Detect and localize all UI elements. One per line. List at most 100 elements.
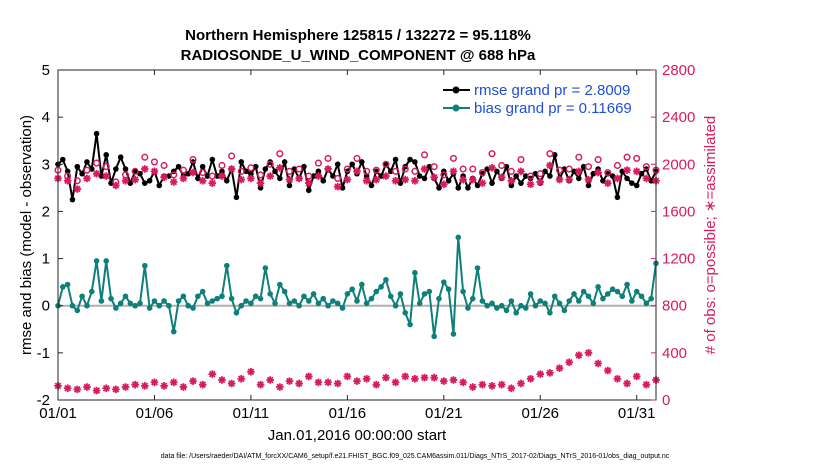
assimilated-obs-point-stroke (479, 179, 486, 187)
assimilated-obs-point (256, 380, 265, 389)
bias-point (301, 293, 307, 300)
assimilated-obs-point-stroke (565, 176, 573, 183)
assimilated-obs-point-stroke (266, 172, 274, 180)
assimilated-obs-point (247, 174, 255, 183)
possible-obs-point (527, 172, 535, 180)
assimilated-obs-point (63, 176, 72, 185)
assimilated-obs-point (112, 385, 120, 394)
assimilated-obs-point (642, 380, 651, 389)
bias-point (325, 302, 331, 309)
assimilated-obs-point-stroke (131, 381, 139, 389)
assimilated-obs-point (237, 175, 246, 184)
assimilated-obs-point-stroke (440, 377, 448, 385)
assimilated-obs-point (575, 167, 583, 176)
rmse-point (455, 185, 462, 191)
rmse-point (320, 177, 327, 184)
bias-point (233, 309, 240, 316)
bias-point (291, 298, 298, 304)
possible-obs-point (623, 153, 631, 161)
assimilated-obs-point-stroke (305, 373, 313, 380)
bias-point (479, 298, 486, 304)
rmse-point (137, 170, 143, 177)
assimilated-obs-point (468, 383, 477, 391)
possible-obs-point (141, 153, 149, 161)
rmse-point (122, 166, 129, 172)
bias-point (619, 293, 626, 300)
bias-point (484, 302, 491, 309)
y-right-tick-label: 2400 (662, 109, 695, 126)
assimilated-obs-point-stroke (469, 383, 477, 391)
assimilated-obs-point-stroke (517, 380, 525, 387)
assimilated-obs-point-stroke (237, 375, 245, 383)
assimilated-obs-point (391, 176, 400, 185)
assimilated-obs-point (449, 167, 458, 176)
bias-point (315, 300, 322, 307)
assimilated-obs-point (121, 176, 130, 185)
bias-point (412, 269, 418, 276)
possible-obs-point (604, 168, 612, 177)
rmse-point (127, 180, 134, 186)
assimilated-obs-point-stroke (353, 377, 361, 385)
assimilated-obs-point-stroke (276, 383, 284, 391)
assimilated-obs-point-stroke (237, 176, 245, 183)
possible-obs-point (237, 167, 245, 175)
assimilated-obs-point-stroke (517, 167, 525, 175)
chart-title: Northern Hemisphere 125815 / 132272 = 95… (185, 27, 531, 44)
assimilated-obs-point-stroke (363, 375, 371, 383)
assimilated-obs-point (92, 386, 101, 395)
possible-obs-point (102, 163, 110, 171)
rmse-point (532, 170, 539, 177)
y-right-tick-label: 1200 (662, 251, 695, 268)
possible-obs-point (459, 165, 467, 173)
rmse-point (113, 166, 119, 172)
assimilated-obs-point (314, 172, 323, 180)
assimilated-obs-point (218, 172, 226, 180)
assimilated-obs-point-stroke (411, 177, 419, 185)
rmse-point (580, 163, 587, 170)
assimilated-obs-point (333, 182, 342, 191)
assimilated-obs-point-stroke (401, 373, 409, 380)
bias-point (93, 258, 100, 264)
possible-obs-point (228, 152, 236, 160)
bias-point (445, 286, 452, 293)
assimilated-obs-point-stroke (295, 175, 303, 182)
bias-point (441, 279, 447, 285)
possible-obs-point (430, 163, 438, 171)
assimilated-obs-point-stroke (218, 172, 226, 180)
bias-point (175, 298, 182, 304)
bias-point (416, 300, 423, 307)
assimilated-obs-point (555, 175, 564, 184)
rmse-point (392, 156, 399, 163)
rmse-point (305, 187, 312, 194)
possible-obs-point (613, 161, 621, 170)
assimilated-obs-point (237, 374, 246, 383)
rmse-point (349, 161, 355, 168)
rmse-point (436, 185, 442, 191)
assimilated-obs-point-stroke (594, 169, 602, 176)
possible-obs-point (199, 168, 207, 177)
rmse-point (69, 196, 76, 203)
bias-point (170, 328, 177, 335)
bias-point (614, 288, 621, 295)
assimilated-obs-point (73, 185, 82, 193)
bias-point (474, 265, 481, 271)
assimilated-obs-point (131, 380, 139, 389)
assimilated-obs-point (285, 175, 294, 184)
bias-point (349, 286, 355, 293)
bias-point (397, 291, 404, 297)
assimilated-obs-point-stroke (64, 384, 72, 392)
possible-obs-point (208, 172, 216, 180)
assimilated-obs-point-stroke (411, 375, 419, 383)
assimilated-obs-point-stroke (324, 165, 332, 173)
bias-point (180, 293, 187, 300)
bias-point (469, 295, 476, 302)
rmse-point (363, 173, 370, 179)
assimilated-obs-point-stroke (430, 374, 438, 381)
bias-point (595, 284, 601, 290)
rmse-point (248, 170, 254, 177)
assimilated-obs-point (507, 176, 516, 185)
bias-point (156, 302, 163, 309)
assimilated-obs-point-stroke (642, 381, 650, 389)
assimilated-obs-point (208, 370, 217, 378)
possible-obs-point (420, 151, 429, 159)
